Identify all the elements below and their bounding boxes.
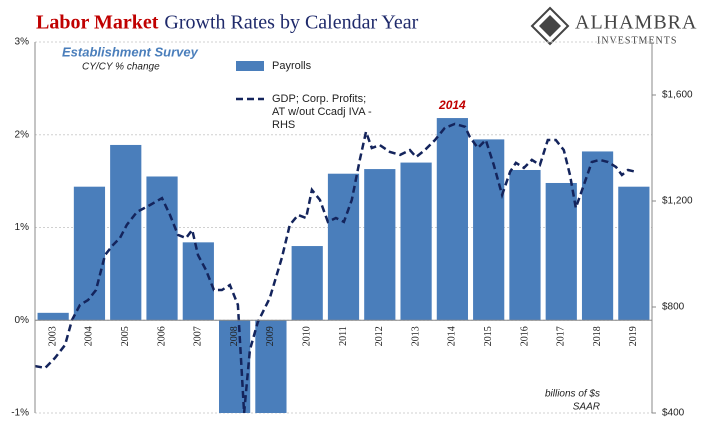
bar: [37, 312, 69, 321]
line: [35, 122, 637, 413]
bar: [327, 173, 360, 321]
y2-tick-label: $400: [662, 408, 685, 419]
bar: [509, 169, 541, 321]
bar: [400, 162, 432, 321]
bar: [291, 246, 323, 321]
legend-label: Payrolls: [272, 60, 312, 72]
x-tick-label: 2009: [265, 326, 276, 346]
y-tick-label: 1%: [15, 222, 30, 233]
bar: [618, 186, 650, 321]
bar: [581, 151, 614, 321]
x-tick-label: 2011: [338, 326, 349, 346]
subtitle2: CY/CY % change: [82, 62, 160, 73]
bar: [473, 139, 505, 321]
bar: [436, 118, 468, 321]
y-tick-label: -1%: [11, 408, 29, 419]
title-highlight: Labor Market: [36, 12, 159, 34]
x-tick-label: 2014: [447, 326, 458, 346]
x-tick-label: 2016: [519, 326, 530, 346]
plot: [35, 118, 650, 413]
y-tick-label: 3%: [15, 37, 30, 48]
bar: [545, 182, 577, 321]
y2-tick-label: $1,600: [662, 90, 693, 101]
x-tick-label: 2003: [47, 326, 58, 346]
x-tick-label: 2004: [84, 326, 95, 346]
bar: [255, 320, 287, 413]
y2-tick-label: $800: [662, 302, 685, 313]
x-tick-label: 2013: [410, 326, 421, 346]
annotation: 2014: [438, 98, 466, 112]
x-tick-label: 2008: [229, 326, 240, 346]
bar: [364, 169, 396, 321]
units-note: SAAR: [573, 402, 600, 413]
legend-label: GDP; Corp. Profits;: [272, 93, 366, 105]
x-tick-label: 2006: [156, 326, 167, 346]
y2-tick-label: $1,200: [662, 196, 693, 207]
legend-swatch: [236, 61, 264, 71]
x-tick-label: 2010: [302, 326, 313, 346]
x-tick-label: 2017: [556, 326, 567, 346]
logo-name: ALHAMBRA: [575, 12, 697, 34]
y-tick-label: 2%: [15, 129, 30, 140]
y-tick-label: 0%: [15, 315, 30, 326]
bar: [73, 186, 106, 321]
x-tick-label: 2018: [592, 326, 603, 346]
x-tick-label: 2019: [628, 326, 639, 346]
logo: ALHAMBRA INVESTMENTS: [530, 6, 697, 46]
legend-label: RHS: [272, 119, 295, 131]
bar: [110, 144, 142, 321]
x-tick-label: 2007: [193, 326, 204, 346]
legend-label: AT w/out Ccadj IVA -: [272, 106, 372, 118]
title: Growth Rates by Calendar Year: [164, 12, 418, 34]
subtitle: Establishment Survey: [62, 44, 199, 59]
x-tick-label: 2012: [374, 326, 385, 346]
units-note: billions of $s: [545, 389, 600, 400]
x-tick-label: 2015: [483, 326, 494, 346]
x-tick-label: 2005: [120, 326, 131, 346]
logo-sub: INVESTMENTS: [597, 35, 677, 46]
